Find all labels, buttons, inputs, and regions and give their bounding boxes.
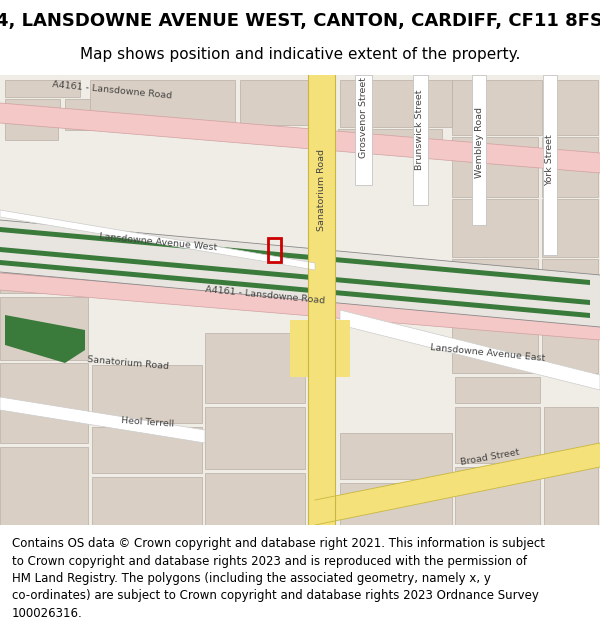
Text: Heol Terrell: Heol Terrell <box>121 416 175 428</box>
Polygon shape <box>0 220 600 327</box>
Polygon shape <box>0 447 88 525</box>
Polygon shape <box>452 319 538 373</box>
Polygon shape <box>338 129 442 147</box>
Polygon shape <box>0 397 205 443</box>
Polygon shape <box>92 427 202 473</box>
Text: HM Land Registry. The polygons (including the associated geometry, namely x, y: HM Land Registry. The polygons (includin… <box>12 572 491 585</box>
Polygon shape <box>315 443 600 525</box>
Polygon shape <box>0 103 600 173</box>
Text: Brunswick Street: Brunswick Street <box>415 90 425 170</box>
Polygon shape <box>455 467 540 525</box>
Polygon shape <box>542 137 598 197</box>
Polygon shape <box>340 433 452 479</box>
Polygon shape <box>5 80 80 97</box>
Polygon shape <box>0 210 315 270</box>
Polygon shape <box>544 407 598 463</box>
Polygon shape <box>472 75 486 225</box>
Polygon shape <box>0 247 590 305</box>
Text: Map shows position and indicative extent of the property.: Map shows position and indicative extent… <box>80 46 520 61</box>
Text: York Street: York Street <box>545 134 554 186</box>
Polygon shape <box>455 407 540 463</box>
Polygon shape <box>5 119 58 140</box>
Text: Wembley Road: Wembley Road <box>475 107 484 179</box>
Text: 4, LANSDOWNE AVENUE WEST, CANTON, CARDIFF, CF11 8FS: 4, LANSDOWNE AVENUE WEST, CANTON, CARDIF… <box>0 12 600 30</box>
Polygon shape <box>455 377 540 403</box>
Polygon shape <box>205 473 305 525</box>
Polygon shape <box>452 259 538 317</box>
Text: to Crown copyright and database rights 2023 and is reproduced with the permissio: to Crown copyright and database rights 2… <box>12 554 527 568</box>
Polygon shape <box>92 477 202 525</box>
Text: Contains OS data © Crown copyright and database right 2021. This information is : Contains OS data © Crown copyright and d… <box>12 537 545 550</box>
Polygon shape <box>0 260 590 318</box>
Text: Lansdowne Avenue East: Lansdowne Avenue East <box>430 343 546 363</box>
Polygon shape <box>92 365 202 423</box>
Polygon shape <box>0 297 88 360</box>
Polygon shape <box>340 483 452 525</box>
Polygon shape <box>5 99 60 117</box>
Polygon shape <box>0 363 88 443</box>
Polygon shape <box>542 319 598 373</box>
Polygon shape <box>0 227 590 285</box>
Polygon shape <box>340 80 452 127</box>
Text: co-ordinates) are subject to Crown copyright and database rights 2023 Ordnance S: co-ordinates) are subject to Crown copyr… <box>12 589 539 602</box>
Polygon shape <box>205 407 305 469</box>
Text: Lansdowne Avenue West: Lansdowne Avenue West <box>98 232 217 252</box>
Polygon shape <box>543 75 557 255</box>
Polygon shape <box>0 273 600 340</box>
Polygon shape <box>544 467 598 525</box>
Polygon shape <box>240 80 310 125</box>
Polygon shape <box>65 99 112 130</box>
Polygon shape <box>5 315 85 363</box>
Polygon shape <box>452 137 538 197</box>
Bar <box>268 238 281 262</box>
Polygon shape <box>413 75 428 205</box>
Polygon shape <box>0 75 600 525</box>
Polygon shape <box>290 320 350 377</box>
Polygon shape <box>308 75 335 525</box>
Polygon shape <box>452 80 542 135</box>
Polygon shape <box>0 273 88 293</box>
Polygon shape <box>205 333 305 403</box>
Polygon shape <box>542 199 598 257</box>
Text: Grosvenor Street: Grosvenor Street <box>359 76 367 158</box>
Polygon shape <box>355 75 372 185</box>
Polygon shape <box>547 80 598 135</box>
Text: Sanatorium Road: Sanatorium Road <box>317 149 325 231</box>
Text: A4161 - Lansdowne Road: A4161 - Lansdowne Road <box>52 80 172 100</box>
Polygon shape <box>340 310 600 390</box>
Text: Broad Street: Broad Street <box>460 448 520 467</box>
Text: A4161 - Lansdowne Road: A4161 - Lansdowne Road <box>205 285 325 305</box>
Text: Sanatorium Road: Sanatorium Road <box>87 355 169 371</box>
Polygon shape <box>542 259 598 317</box>
Text: 100026316.: 100026316. <box>12 607 83 620</box>
Polygon shape <box>90 80 235 127</box>
Polygon shape <box>452 199 538 257</box>
